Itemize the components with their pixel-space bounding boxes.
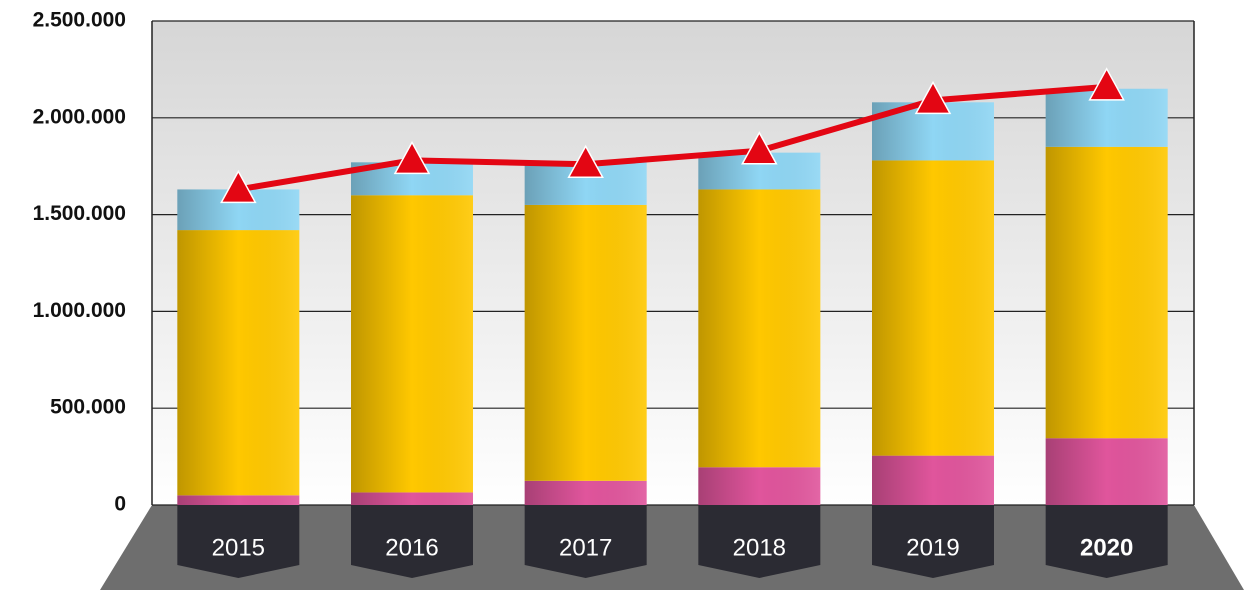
bar-shade <box>1045 146 1168 439</box>
bar-shade <box>351 195 473 493</box>
bar-shade <box>698 189 821 468</box>
bar-shade <box>351 492 473 505</box>
bar-shade <box>524 204 647 481</box>
x-tick-label: 2020 <box>1080 534 1133 561</box>
x-tick-label: 2018 <box>733 534 786 561</box>
bar-shade <box>1045 438 1168 505</box>
x-tick-label: 2017 <box>559 534 612 561</box>
y-tick-label: 2.500.000 <box>33 9 126 32</box>
bar-shade <box>872 160 994 456</box>
bar-base <box>177 505 300 578</box>
bar-base <box>698 505 821 578</box>
bar-shade <box>177 230 300 496</box>
x-tick-label: 2016 <box>385 534 438 561</box>
y-tick-label: 1.500.000 <box>33 202 126 225</box>
line-marker <box>567 144 604 179</box>
bar-shade <box>872 455 994 505</box>
bar-base <box>524 505 647 578</box>
line-marker <box>1088 67 1125 101</box>
line <box>237 83 1107 193</box>
y-tick-label: 1.000.000 <box>33 299 126 322</box>
bar-base <box>872 505 994 578</box>
x-tick-label: 2019 <box>906 534 959 561</box>
line-marker <box>220 169 257 204</box>
line-marker <box>914 80 952 115</box>
plot-background <box>152 21 1194 505</box>
bar-shade <box>524 480 647 505</box>
line-marker <box>393 140 431 175</box>
x-tick-label: 2015 <box>212 534 265 561</box>
y-tick-label: 500.000 <box>50 396 126 419</box>
y-tick-label: 0 <box>114 493 126 516</box>
y-tick-label: 2.000.000 <box>33 105 126 128</box>
bar-base <box>1045 505 1168 578</box>
line-marker <box>741 131 778 165</box>
bar-shade <box>177 495 300 505</box>
bar-base <box>351 505 473 578</box>
bar-shade <box>698 467 821 505</box>
